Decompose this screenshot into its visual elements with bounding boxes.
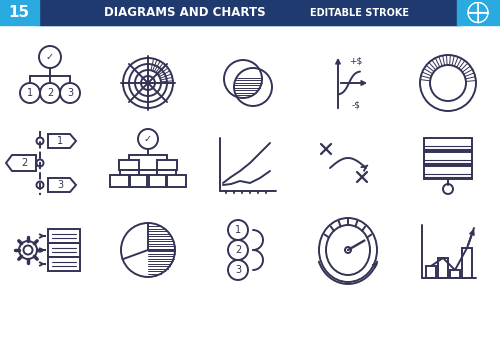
- Text: 1: 1: [235, 225, 241, 235]
- Bar: [438, 258, 448, 278]
- Bar: [147, 175, 167, 187]
- Bar: [48, 257, 80, 271]
- Bar: [110, 175, 130, 187]
- Text: ✓: ✓: [144, 134, 152, 144]
- Text: ✓: ✓: [46, 52, 54, 62]
- Text: -$: -$: [352, 101, 360, 110]
- Text: 1: 1: [57, 136, 63, 146]
- Text: 3: 3: [67, 88, 73, 98]
- Bar: [48, 243, 80, 257]
- Text: 3: 3: [235, 265, 241, 275]
- Wedge shape: [478, 3, 488, 13]
- Bar: [424, 138, 472, 151]
- Bar: [450, 270, 460, 278]
- Bar: [157, 160, 177, 170]
- Text: 1: 1: [27, 88, 33, 98]
- Text: EDITABLE STROKE: EDITABLE STROKE: [310, 8, 410, 18]
- Bar: [40, 0, 458, 25]
- Bar: [36, 0, 39, 25]
- Bar: [119, 160, 139, 170]
- Bar: [0, 0, 500, 25]
- Bar: [462, 248, 472, 278]
- Text: DIAGRAMS AND CHARTS: DIAGRAMS AND CHARTS: [104, 6, 266, 19]
- Text: 2: 2: [21, 158, 27, 168]
- Text: 2: 2: [47, 88, 53, 98]
- Bar: [424, 152, 472, 165]
- Bar: [166, 175, 186, 187]
- Text: +$: +$: [350, 57, 362, 66]
- Bar: [424, 166, 472, 179]
- Bar: [129, 175, 149, 187]
- Text: 2: 2: [235, 245, 241, 255]
- Bar: [457, 0, 460, 25]
- Bar: [48, 229, 80, 243]
- Text: 15: 15: [8, 5, 29, 20]
- Text: 3: 3: [57, 180, 63, 190]
- Bar: [426, 266, 436, 278]
